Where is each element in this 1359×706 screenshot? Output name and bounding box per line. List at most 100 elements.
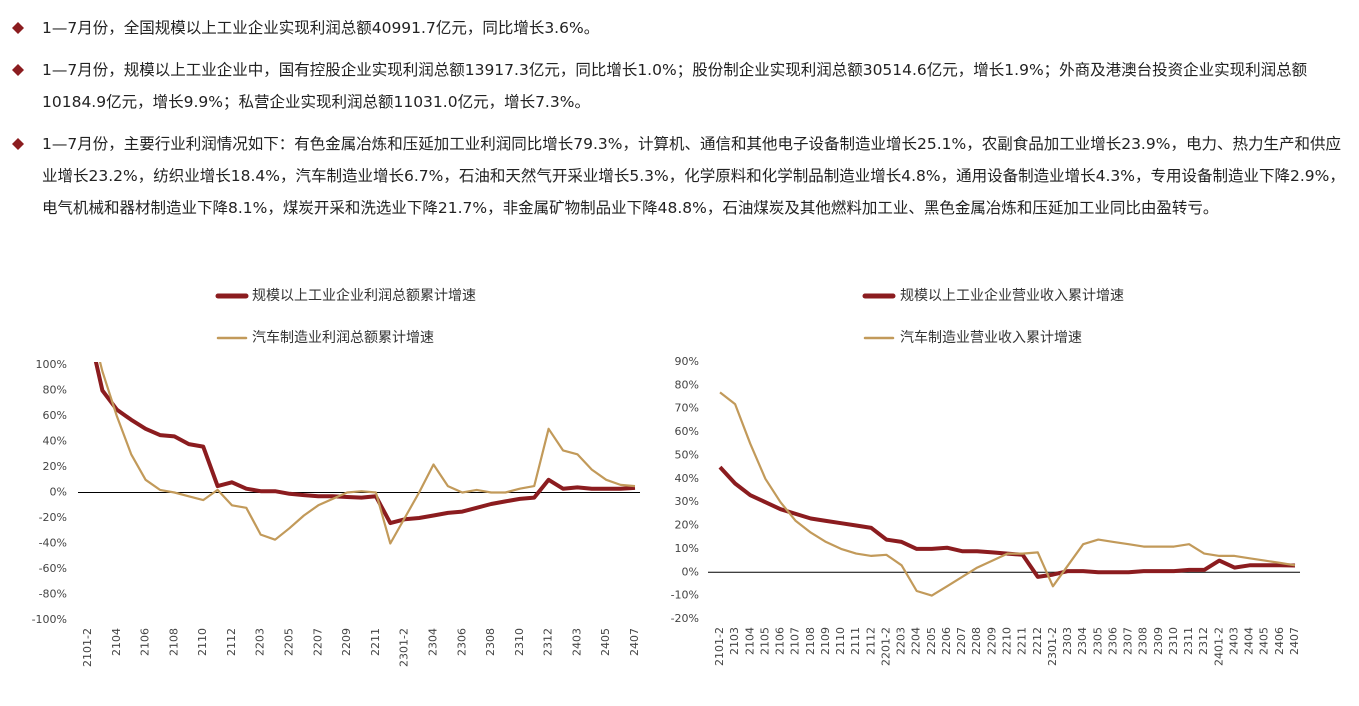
series-line — [718, 465, 1296, 579]
x-tick-label: 2208 — [970, 627, 983, 655]
x-tick-label: 2103 — [728, 627, 741, 655]
x-tick-label: 2405 — [1258, 627, 1271, 655]
x-tick-label: 2111 — [849, 627, 862, 655]
x-tick-label: 2207 — [955, 627, 968, 655]
y-tick-label: 80% — [675, 378, 699, 391]
x-tick-label: 2407 — [628, 628, 641, 656]
x-tick-label: 2304 — [426, 628, 439, 656]
x-tick-label: 2112 — [864, 627, 877, 655]
x-tick-label: 2101-2 — [713, 627, 726, 666]
x-tick-label: 2104 — [110, 628, 123, 656]
x-tick-label: 2301-2 — [398, 628, 411, 667]
x-tick-label: 2212 — [1031, 627, 1044, 655]
y-tick-label: -80% — [39, 588, 67, 601]
y-tick-label: -10% — [671, 589, 699, 602]
y-tick-label: -40% — [39, 537, 67, 550]
x-tick-label: 2405 — [599, 628, 612, 656]
x-tick-label: 2106 — [774, 627, 787, 655]
y-tick-label: -100% — [32, 613, 67, 626]
x-tick-label: 2109 — [819, 627, 832, 655]
x-tick-label: 2210 — [1001, 627, 1014, 655]
bullet-text: 1—7月份，规模以上工业企业中，国有控股企业实现利润总额13917.3亿元，同比… — [42, 61, 1308, 111]
x-tick-label: 2104 — [743, 627, 756, 655]
x-tick-label: 2306 — [455, 628, 468, 656]
y-tick-label: 60% — [43, 409, 67, 422]
y-tick-label: 20% — [675, 519, 699, 532]
y-tick-label: 40% — [675, 472, 699, 485]
bullet-text: 1—7月份，全国规模以上工业企业实现利润总额40991.7亿元，同比增长3.6%… — [42, 19, 600, 37]
bullet: 1—7月份，规模以上工业企业中，国有控股企业实现利润总额13917.3亿元，同比… — [12, 54, 1347, 118]
x-tick-label: 2209 — [340, 628, 353, 656]
y-tick-label: 70% — [675, 402, 699, 415]
y-tick-label: 10% — [675, 542, 699, 555]
x-tick-label: 2105 — [758, 627, 771, 655]
legend-label: 汽车制造业营业收入累计增速 — [900, 329, 1082, 346]
y-tick-label: 100% — [36, 358, 67, 371]
bullet-list: 1—7月份，全国规模以上工业企业实现利润总额40991.7亿元，同比增长3.6%… — [12, 12, 1347, 234]
x-tick-label: 2209 — [985, 627, 998, 655]
x-tick-label: 2303 — [1061, 627, 1074, 655]
bullet-icon — [12, 138, 24, 150]
x-tick-label: 2312 — [542, 628, 555, 656]
x-tick-label: 2108 — [167, 628, 180, 656]
x-tick-label: 2308 — [1137, 627, 1150, 655]
y-tick-label: -20% — [39, 511, 67, 524]
y-tick-label: 90% — [675, 355, 699, 368]
x-tick-label: 2309 — [1152, 627, 1165, 655]
plot-area — [93, 362, 636, 545]
x-tick-label: 2312 — [1197, 627, 1210, 655]
y-tick-label: 30% — [675, 495, 699, 508]
x-tick-label: 2112 — [225, 628, 238, 656]
y-tick-label: 20% — [43, 460, 67, 473]
x-tick-label: 2205 — [925, 627, 938, 655]
y-tick-label: 60% — [675, 425, 699, 438]
x-tick-label: 2311 — [1182, 627, 1195, 655]
bullet: 1—7月份，全国规模以上工业企业实现利润总额40991.7亿元，同比增长3.6%… — [12, 12, 1347, 44]
x-tick-label: 2307 — [1122, 627, 1135, 655]
x-tick-label: 2205 — [283, 628, 296, 656]
x-tick-label: 2211 — [369, 628, 382, 656]
series-line — [98, 362, 636, 545]
x-tick-label: 2301-2 — [1046, 627, 1059, 666]
plot-area — [718, 391, 1296, 597]
x-tick-label: 2305 — [1091, 627, 1104, 655]
x-tick-label: 2304 — [1076, 627, 1089, 655]
x-tick-label: 2401-2 — [1212, 627, 1225, 666]
y-tick-label: 40% — [43, 435, 67, 448]
x-tick-label: 2201-2 — [879, 627, 892, 666]
x-tick-label: 2108 — [804, 627, 817, 655]
y-tick-label: -60% — [39, 562, 67, 575]
x-tick-label: 2204 — [910, 627, 923, 655]
y-tick-label: -20% — [671, 612, 699, 625]
x-tick-label: 2404 — [1243, 627, 1256, 655]
bullet-icon — [12, 64, 24, 76]
x-tick-label: 2211 — [1016, 627, 1029, 655]
bullet-icon — [12, 22, 24, 34]
legend-label: 汽车制造业利润总额累计增速 — [252, 329, 434, 346]
y-tick-label: 80% — [43, 384, 67, 397]
x-tick-label: 2308 — [484, 628, 497, 656]
x-tick-label: 2107 — [789, 627, 802, 655]
x-tick-label: 2207 — [311, 628, 324, 656]
x-tick-label: 2306 — [1106, 627, 1119, 655]
y-tick-label: 0% — [50, 486, 67, 499]
x-tick-label: 2206 — [940, 627, 953, 655]
x-tick-label: 2106 — [139, 628, 152, 656]
legend-label: 规模以上工业企业营业收入累计增速 — [900, 287, 1124, 304]
x-tick-label: 2310 — [1167, 627, 1180, 655]
x-tick-label: 2203 — [895, 627, 908, 655]
x-tick-label: 2403 — [1227, 627, 1240, 655]
series-line — [719, 391, 1296, 597]
y-tick-label: 0% — [682, 565, 699, 578]
x-tick-label: 2407 — [1288, 627, 1301, 655]
series-line — [93, 362, 636, 526]
x-tick-label: 2406 — [1273, 627, 1286, 655]
bullet-text: 1—7月份，主要行业利润情况如下：有色金属冶炼和压延加工业利润同比增长79.3%… — [42, 135, 1345, 217]
legend-label: 规模以上工业企业利润总额累计增速 — [252, 287, 476, 304]
y-tick-label: 50% — [675, 448, 699, 461]
x-tick-label: 2101-2 — [81, 628, 94, 667]
x-tick-label: 2310 — [513, 628, 526, 656]
x-tick-label: 2110 — [834, 627, 847, 655]
